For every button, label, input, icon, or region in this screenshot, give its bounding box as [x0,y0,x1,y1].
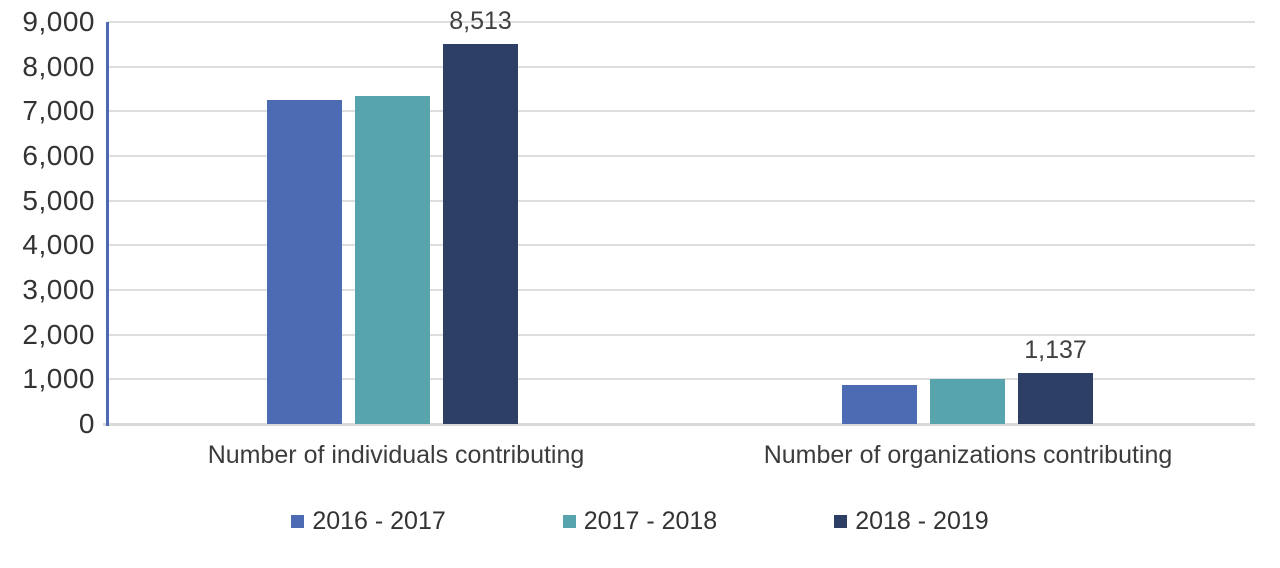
gridline [108,155,1255,157]
y-axis-tick-label: 3,000 [22,274,95,305]
legend-item-2016-2017: 2016 - 2017 [291,506,446,536]
bar-group-organizations: 1,137 [842,336,1093,424]
bar-2017-2018-organizations [930,379,1005,424]
category-label-individuals: Number of individuals contributing [207,441,585,469]
gridline [108,244,1255,247]
gridline [108,110,1255,113]
gridline [108,21,1255,23]
y-axis-tick-label: 4,000 [22,229,95,261]
gridline [108,289,1255,291]
data-label: 8,513 [449,6,512,35]
legend-label: 2016 - 2017 [312,507,446,535]
y-axis-tick-label: 6,000 [22,140,95,171]
bar-group-individuals: 8,513 [267,7,518,424]
category-label-organizations: Number of organizations contributing [763,441,1173,469]
legend-label: 2017 - 2018 [583,507,718,535]
bar-2018-2019-organizations: 1,137 [1018,336,1093,424]
gridline [108,378,1255,381]
legend: 2016 - 2017 2017 - 2018 2018 - 2019 [0,506,1280,536]
gridline [108,65,1255,68]
legend-item-2017-2018: 2017 - 2018 [562,506,718,536]
y-axis-tick-label: 2,000 [22,318,95,350]
y-axis-tick-label: 0 [78,408,95,439]
legend-item-2018-2019: 2018 - 2019 [834,506,989,536]
y-axis-tick-label: 5,000 [22,184,95,216]
legend-label: 2018 - 2019 [855,507,989,535]
bar-2017-2018-individuals [355,96,430,424]
plot-area: 8,513 1,137 [103,7,1255,426]
y-axis-tick-label: 9,000 [22,6,95,37]
bar-2016-2017-organizations [842,385,917,424]
gridline [108,199,1255,202]
y-axis-tick-label: 7,000 [22,95,95,127]
bar-2016-2017-individuals [267,100,342,424]
data-label: 1,137 [1024,336,1087,365]
x-axis-baseline [103,423,1255,426]
gridline [108,333,1255,336]
legend-swatch-icon [562,514,576,528]
legend-swatch-icon [834,514,848,528]
y-axis-tick-label: 8,000 [22,50,95,82]
y-axis-ticks: 9,000 8,000 7,000 6,000 5,000 4,000 3,000 2,000… [0,7,95,439]
y-axis-tick-label: 1,000 [22,363,95,395]
bar-2018-2019-individuals: 8,513 [443,7,518,424]
y-axis-line [106,22,109,426]
legend-swatch-icon [291,514,305,528]
